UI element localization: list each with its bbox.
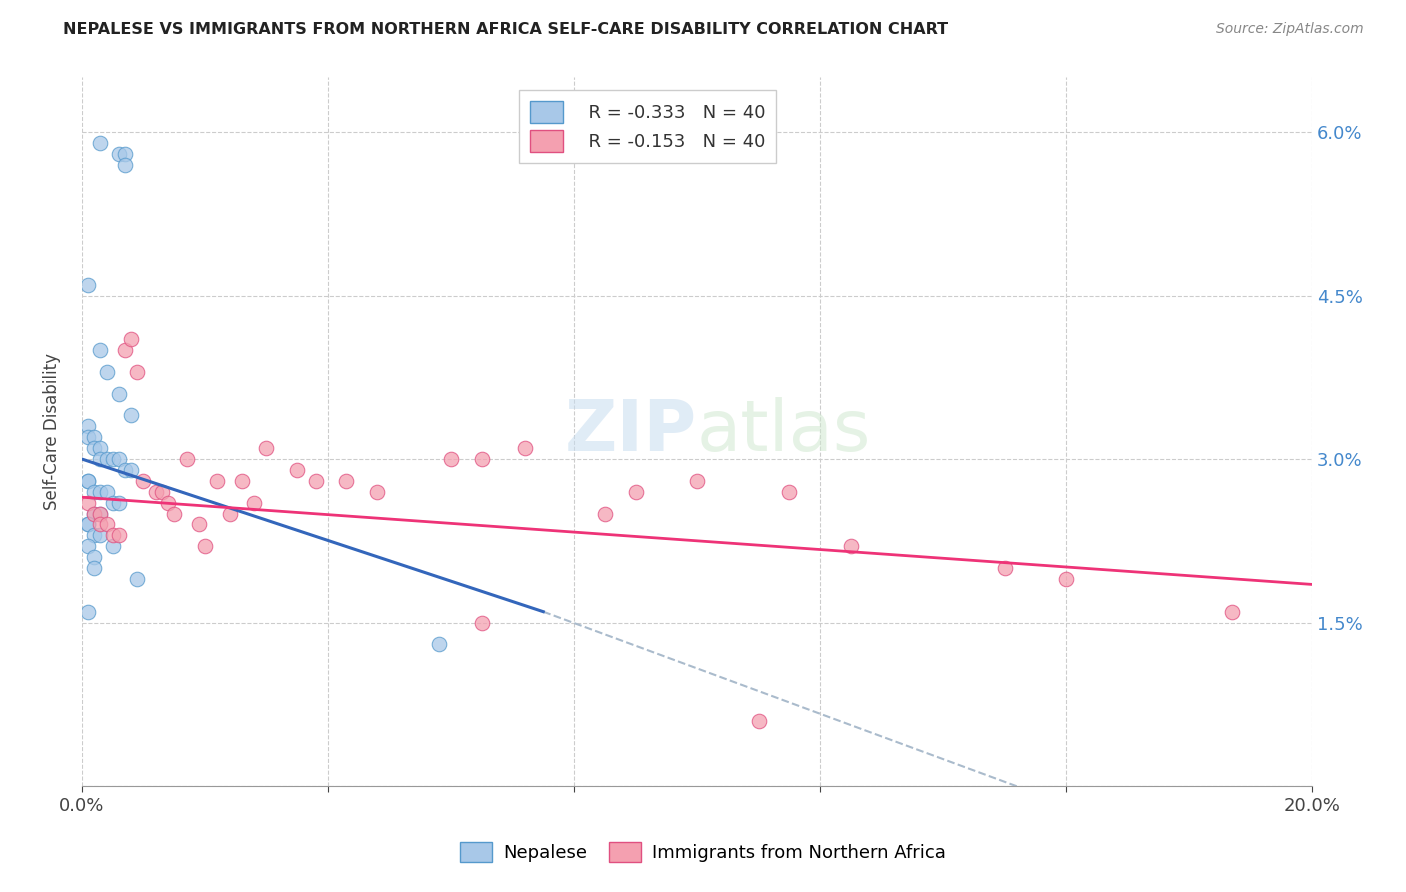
Point: [108, 496, 131, 510]
Point: [1054, 572, 1077, 586]
Point: [471, 452, 494, 467]
Point: [77, 277, 100, 292]
Point: [440, 452, 463, 467]
Point: [231, 474, 253, 488]
Point: [96, 452, 118, 467]
Point: [114, 343, 136, 357]
Point: [994, 561, 1017, 575]
Legend: Nepalese, Immigrants from Northern Africa: Nepalese, Immigrants from Northern Afric…: [453, 835, 953, 870]
Legend:   R = -0.333   N = 40,   R = -0.153   N = 40: R = -0.333 N = 40, R = -0.153 N = 40: [519, 90, 776, 163]
Point: [157, 496, 180, 510]
Point: [366, 484, 388, 499]
Point: [120, 409, 142, 423]
Point: [471, 615, 494, 630]
Point: [593, 507, 616, 521]
Point: [624, 484, 647, 499]
Point: [218, 507, 240, 521]
Point: [256, 441, 278, 455]
Point: [114, 146, 136, 161]
Point: [778, 484, 800, 499]
Point: [127, 572, 149, 586]
Point: [120, 463, 142, 477]
Point: [114, 158, 136, 172]
Point: [108, 452, 131, 467]
Point: [96, 484, 118, 499]
Point: [176, 452, 198, 467]
Point: [207, 474, 229, 488]
Text: NEPALESE VS IMMIGRANTS FROM NORTHERN AFRICA SELF-CARE DISABILITY CORRELATION CHA: NEPALESE VS IMMIGRANTS FROM NORTHERN AFR…: [63, 22, 949, 37]
Point: [77, 496, 100, 510]
Point: [77, 517, 100, 532]
Point: [150, 484, 173, 499]
Point: [83, 484, 105, 499]
Point: [89, 484, 111, 499]
Point: [83, 507, 105, 521]
Point: [748, 714, 770, 728]
Point: [101, 528, 124, 542]
Point: [114, 463, 136, 477]
Point: [89, 507, 111, 521]
Point: [89, 507, 111, 521]
Point: [194, 539, 217, 553]
Point: [89, 343, 111, 357]
Point: [83, 528, 105, 542]
Point: [427, 637, 450, 651]
Point: [132, 474, 155, 488]
Point: [89, 517, 111, 532]
Point: [89, 136, 111, 150]
Point: [77, 517, 100, 532]
Point: [89, 528, 111, 542]
Point: [96, 517, 118, 532]
Point: [163, 507, 186, 521]
Point: [96, 365, 118, 379]
Point: [83, 430, 105, 444]
Point: [108, 386, 131, 401]
Point: [101, 539, 124, 553]
Point: [145, 484, 167, 499]
Text: ZIP: ZIP: [565, 397, 697, 467]
Point: [243, 496, 266, 510]
Point: [335, 474, 357, 488]
Point: [101, 496, 124, 510]
Point: [77, 605, 100, 619]
Point: [285, 463, 308, 477]
Point: [513, 441, 536, 455]
Point: [187, 517, 209, 532]
Point: [77, 419, 100, 434]
Point: [83, 550, 105, 565]
Point: [77, 474, 100, 488]
Point: [77, 430, 100, 444]
Point: [89, 441, 111, 455]
Point: [77, 539, 100, 553]
Point: [120, 332, 142, 346]
Point: [1220, 605, 1243, 619]
Point: [101, 452, 124, 467]
Point: [108, 528, 131, 542]
Point: [89, 452, 111, 467]
Text: Source: ZipAtlas.com: Source: ZipAtlas.com: [1216, 22, 1364, 37]
Point: [839, 539, 862, 553]
Point: [686, 474, 709, 488]
Text: atlas: atlas: [697, 397, 872, 467]
Point: [127, 365, 149, 379]
Y-axis label: Self-Care Disability: Self-Care Disability: [44, 353, 60, 510]
Point: [305, 474, 328, 488]
Point: [108, 146, 131, 161]
Point: [83, 441, 105, 455]
Point: [83, 507, 105, 521]
Point: [83, 561, 105, 575]
Point: [77, 474, 100, 488]
